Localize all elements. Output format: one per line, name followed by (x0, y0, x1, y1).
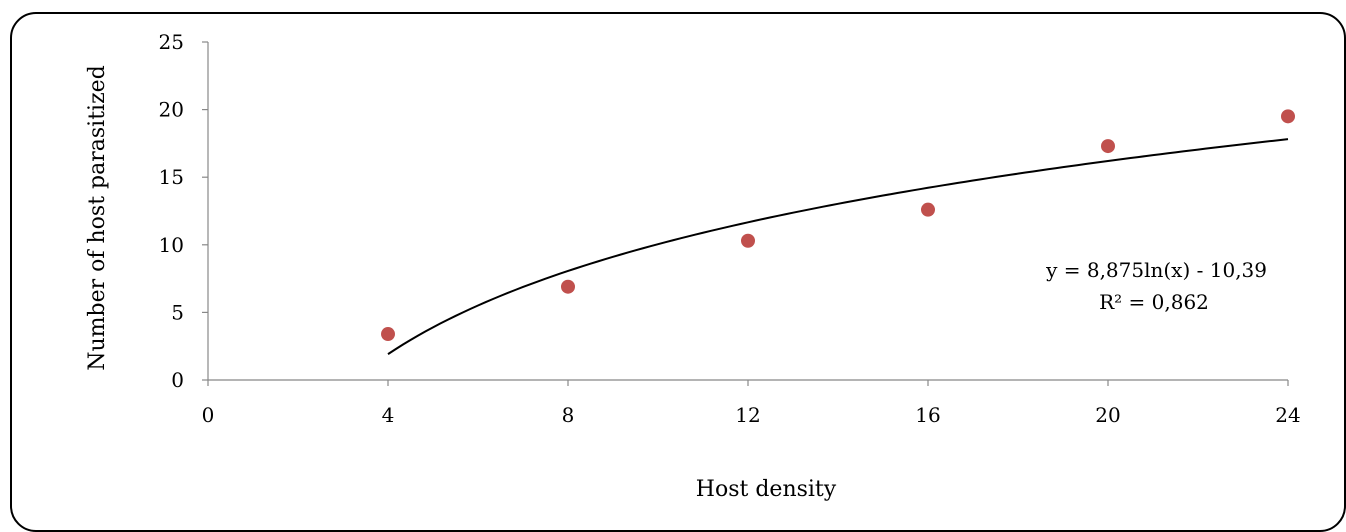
scatter-chart: 0 4 8 12 16 20 24 0 5 10 15 20 25 Host density Numb… (85, 30, 1301, 502)
x-tick-label: 8 (562, 403, 575, 427)
y-tick-label: 0 (171, 368, 184, 392)
x-tick-label: 20 (1095, 403, 1120, 427)
trendline-group (387, 138, 1289, 355)
y-tick-label: 25 (159, 30, 184, 54)
data-point (741, 233, 755, 248)
x-tick-label: 12 (735, 403, 760, 427)
data-point (1281, 109, 1295, 124)
data-point (561, 279, 575, 294)
chart-frame (10, 12, 1346, 532)
log-trendline (387, 138, 1289, 355)
y-tick-label: 5 (171, 300, 184, 324)
y-ticks: 0 5 10 15 20 25 (159, 30, 208, 392)
y-tick-label: 15 (159, 165, 184, 189)
x-tick-label: 4 (382, 403, 395, 427)
trendline-equation: y = 8,875ln(x) - 10,39 (1045, 258, 1267, 282)
x-tick-label: 0 (202, 403, 215, 427)
trendline-r2: R² = 0,862 (1099, 290, 1209, 314)
data-point (1101, 139, 1115, 154)
data-point (921, 202, 935, 217)
x-ticks: 0 4 8 12 16 20 24 (202, 380, 1301, 427)
axes (207, 42, 1288, 381)
y-tick-label: 10 (159, 233, 184, 257)
y-axis-title: Number of host parasitized (85, 65, 110, 371)
data-point (381, 327, 395, 342)
x-tick-label: 16 (915, 403, 940, 427)
x-axis-title: Host density (696, 477, 837, 502)
x-tick-label: 24 (1275, 403, 1300, 427)
data-points (381, 109, 1295, 342)
y-tick-label: 20 (159, 98, 184, 122)
